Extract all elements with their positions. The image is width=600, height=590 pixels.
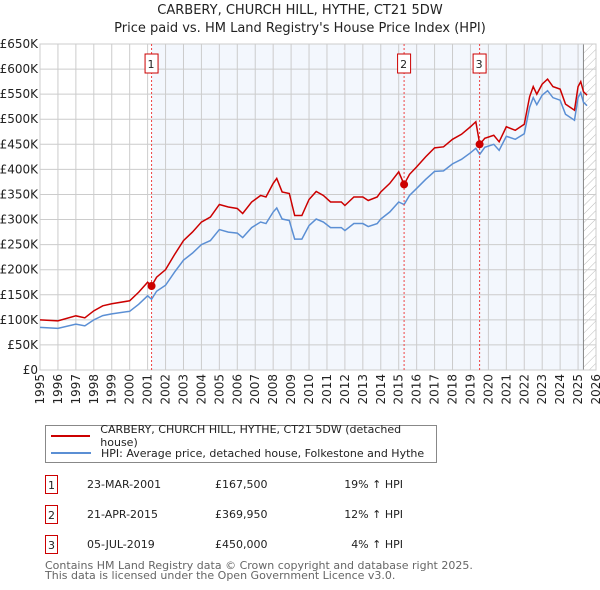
property-price-line <box>39 77 588 322</box>
x-tick-label: 2022 <box>517 374 531 405</box>
y-tick-label: £550K <box>0 87 39 101</box>
sale-date: 21-APR-2015 <box>87 508 159 521</box>
legend-item-property: CARBERY, CHURCH HILL, HYTHE, CT21 5DW (d… <box>51 423 436 449</box>
x-tick-label: 2021 <box>499 374 513 405</box>
chart-subtitle: Price paid vs. HM Land Registry's House … <box>114 21 486 36</box>
y-tick-label: £450K <box>0 137 39 151</box>
x-tick-label: 2005 <box>212 374 226 405</box>
x-tick-label: 2011 <box>320 374 334 405</box>
x-tick-label: 2008 <box>266 374 280 405</box>
x-tick-label: 2012 <box>338 374 352 405</box>
y-tick-label: £0 <box>23 363 38 377</box>
y-tick-label: £50K <box>7 338 39 352</box>
sale-row: 2 21-APR-2015 £369,950 12% ↑ HPI <box>45 505 445 525</box>
forecast-hatch <box>583 44 596 370</box>
sale-label-box <box>472 53 487 74</box>
sale-label: 2 <box>400 58 407 71</box>
sale-badge: 1 <box>45 475 58 494</box>
y-tick-label: £650K <box>0 37 39 51</box>
plot-border <box>39 43 597 371</box>
x-tick-label: 2013 <box>356 374 370 405</box>
x-tick-label: 2016 <box>410 374 424 405</box>
sale-label-box <box>397 53 412 74</box>
x-tick-label: 1998 <box>87 374 101 405</box>
x-tick-label: 2010 <box>302 374 316 405</box>
sale-label: 1 <box>148 58 155 71</box>
x-tick-label: 2023 <box>535 374 549 405</box>
x-tick-label: 2015 <box>392 374 406 405</box>
legend-item-hpi: HPI: Average price, detached house, Folk… <box>51 445 424 461</box>
x-tick-label: 2024 <box>553 374 567 405</box>
x-tick-label: 2009 <box>284 374 298 405</box>
sale-delta: 19% ↑ HPI <box>344 478 403 491</box>
y-tick-label: £100K <box>0 313 39 327</box>
sale-delta: 4% ↑ HPI <box>351 538 403 551</box>
x-tick-label: 2017 <box>428 374 442 405</box>
sale-badge: 3 <box>45 535 58 554</box>
x-tick-label: 2003 <box>176 374 190 405</box>
x-tick-label: 2006 <box>230 374 244 405</box>
sale-badge: 2 <box>45 505 58 524</box>
x-tick-label: 1999 <box>105 374 119 405</box>
legend-swatch-blue <box>51 452 91 454</box>
sale-row: 1 23-MAR-2001 £167,500 19% ↑ HPI <box>45 475 445 495</box>
sale-point <box>400 180 409 189</box>
sale-price: £369,950 <box>215 508 268 521</box>
sale-date: 05-JUL-2019 <box>87 538 155 551</box>
sale-delta: 12% ↑ HPI <box>344 508 403 521</box>
sale-price: £450,000 <box>215 538 268 551</box>
footer-line-2: This data is licensed under the Open Gov… <box>45 569 396 582</box>
y-tick-label: £250K <box>0 238 39 252</box>
x-tick-label: 1997 <box>69 374 83 405</box>
sale-label: 3 <box>476 58 483 71</box>
y-tick-label: £300K <box>0 213 39 227</box>
footer-line-1: Contains HM Land Registry data © Crown c… <box>45 559 473 572</box>
x-tick-label: 2019 <box>463 374 477 405</box>
x-tick-label: 2026 <box>589 374 600 405</box>
sale-price: £167,500 <box>215 478 268 491</box>
x-tick-label: 1996 <box>51 374 65 405</box>
chart-title: CARBERY, CHURCH HILL, HYTHE, CT21 5DW <box>157 3 443 18</box>
x-tick-label: 2007 <box>248 374 262 405</box>
y-tick-label: £150K <box>0 288 39 302</box>
sale-period-shading <box>151 44 584 370</box>
x-tick-label: 1995 <box>33 374 47 405</box>
y-tick-label: £400K <box>0 162 39 176</box>
x-tick-label: 2000 <box>123 374 137 405</box>
x-tick-label: 2020 <box>481 374 495 405</box>
sale-date: 23-MAR-2001 <box>87 478 162 491</box>
y-tick-label: £200K <box>0 263 39 277</box>
legend-label: CARBERY, CHURCH HILL, HYTHE, CT21 5DW (d… <box>100 423 402 449</box>
y-tick-label: £350K <box>0 187 39 201</box>
x-tick-label: 2018 <box>446 374 460 405</box>
sale-row: 3 05-JUL-2019 £450,000 4% ↑ HPI <box>45 535 445 555</box>
x-tick-label: 2001 <box>141 374 155 405</box>
x-tick-label: 2025 <box>571 374 585 405</box>
legend-label: HPI: Average price, detached house, Folk… <box>101 446 425 460</box>
x-tick-label: 2014 <box>374 374 388 405</box>
sale-label-box <box>144 53 159 74</box>
sale-point <box>475 140 484 149</box>
legend-swatch-red <box>51 435 91 437</box>
y-tick-label: £500K <box>0 112 39 126</box>
x-tick-label: 2004 <box>194 374 208 405</box>
legend: CARBERY, CHURCH HILL, HYTHE, CT21 5DW (d… <box>45 423 437 463</box>
y-tick-label: £600K <box>0 62 39 76</box>
sale-point <box>147 281 156 290</box>
hpi-line <box>39 89 588 330</box>
price-chart: 1995 1996 1997 1998 1999 2000 2001 2002 2003 2004… <box>0 37 600 405</box>
x-tick-label: 2002 <box>159 374 173 405</box>
